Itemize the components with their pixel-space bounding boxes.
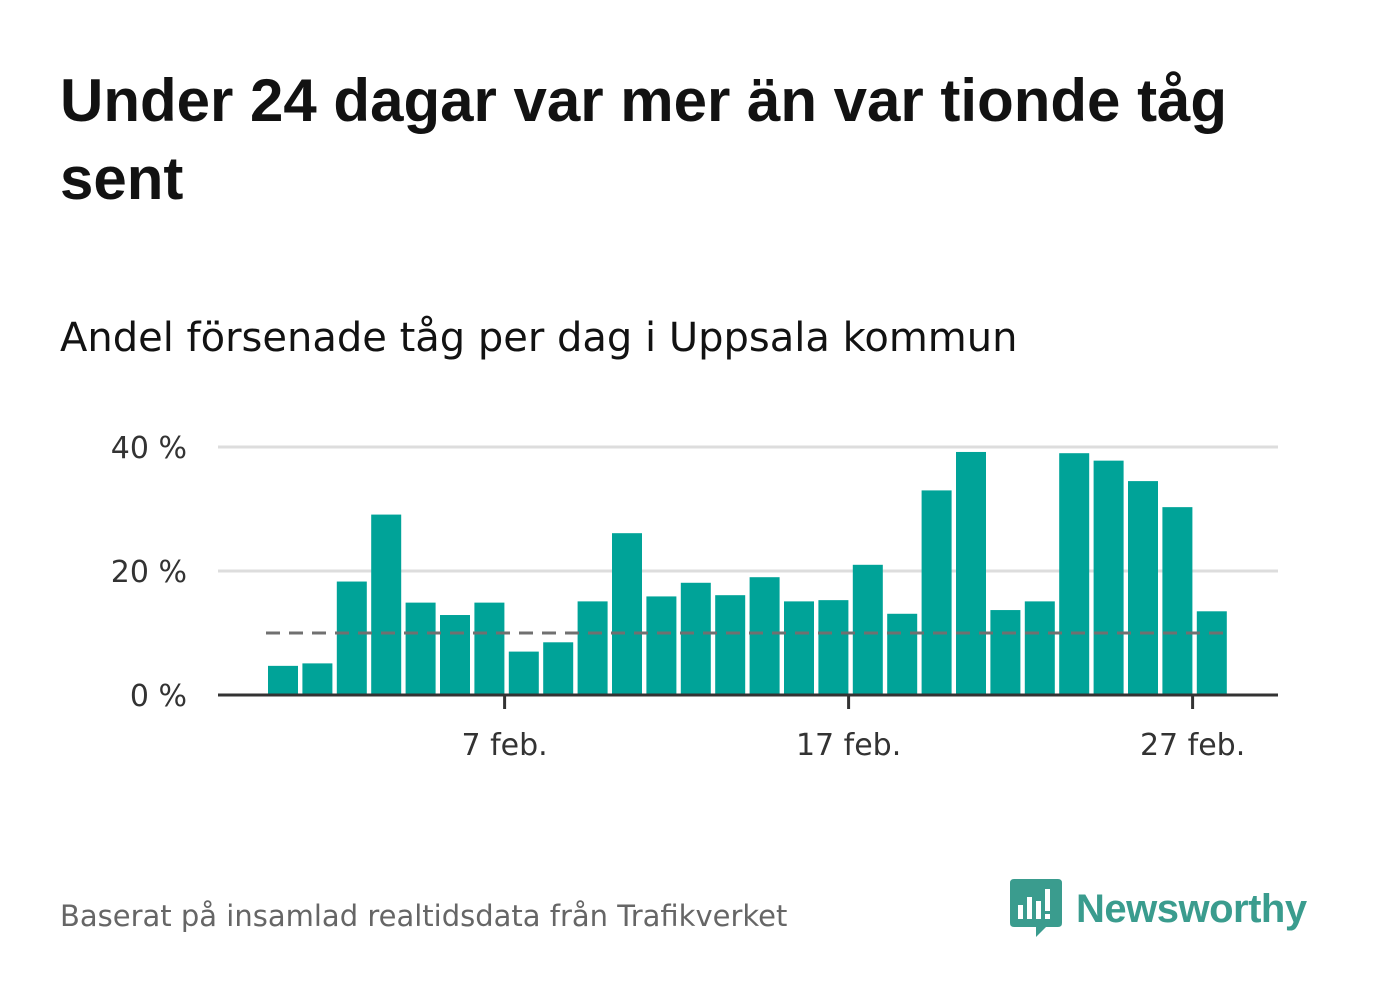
x-tick-label: 17 feb.: [796, 728, 901, 763]
bar: [921, 490, 952, 695]
newsworthy-logo-icon: [1010, 879, 1062, 937]
bar: [852, 564, 883, 695]
x-axis-ticks: 7 feb. 17 feb. 27 feb.: [461, 695, 1245, 763]
bar: [680, 582, 711, 695]
bar: [508, 651, 539, 695]
y-tick-label: 20 %: [111, 555, 187, 590]
y-tick-label: 0 %: [130, 679, 187, 714]
bar: [1196, 611, 1227, 695]
bar: [1128, 481, 1158, 695]
bar: [818, 600, 849, 695]
bar: [1093, 460, 1124, 695]
bars: [268, 451, 1227, 695]
bar: [956, 451, 986, 695]
bar: [268, 665, 298, 695]
x-tick-label: 27 feb.: [1140, 728, 1245, 763]
source-note: Baserat på insamlad realtidsdata från Tr…: [60, 899, 788, 933]
bar: [336, 581, 367, 695]
bar: [990, 610, 1021, 695]
chart-title: Under 24 dagar var mer än var tionde tåg…: [60, 67, 1228, 212]
bar: [543, 642, 574, 695]
chart-subtitle: Andel försenade tåg per dag i Uppsala ko…: [60, 315, 1018, 361]
bar: [405, 602, 436, 695]
y-tick-label: 40 %: [111, 431, 187, 466]
x-tick-label: 7 feb.: [461, 728, 547, 763]
bar: [612, 533, 642, 695]
bar: [1024, 601, 1055, 695]
y-axis-ticks: 0 % 20 % 40 %: [111, 431, 187, 714]
bar: [784, 601, 814, 695]
bar: [1059, 453, 1090, 695]
brand-name: Newsworthy: [1076, 886, 1307, 931]
brand-logo: Newsworthy: [1010, 878, 1307, 940]
bar: [646, 596, 677, 695]
bar-chart: 0 % 20 % 40 % 7 feb. 17 feb. 27 feb.: [111, 431, 1278, 763]
bar: [887, 613, 918, 695]
bar: [371, 514, 402, 695]
bar: [474, 602, 505, 695]
bar: [749, 577, 780, 695]
bar: [715, 595, 746, 695]
bar: [1162, 507, 1193, 695]
bar: [302, 663, 333, 695]
bar: [440, 615, 470, 695]
bar: [577, 601, 608, 695]
